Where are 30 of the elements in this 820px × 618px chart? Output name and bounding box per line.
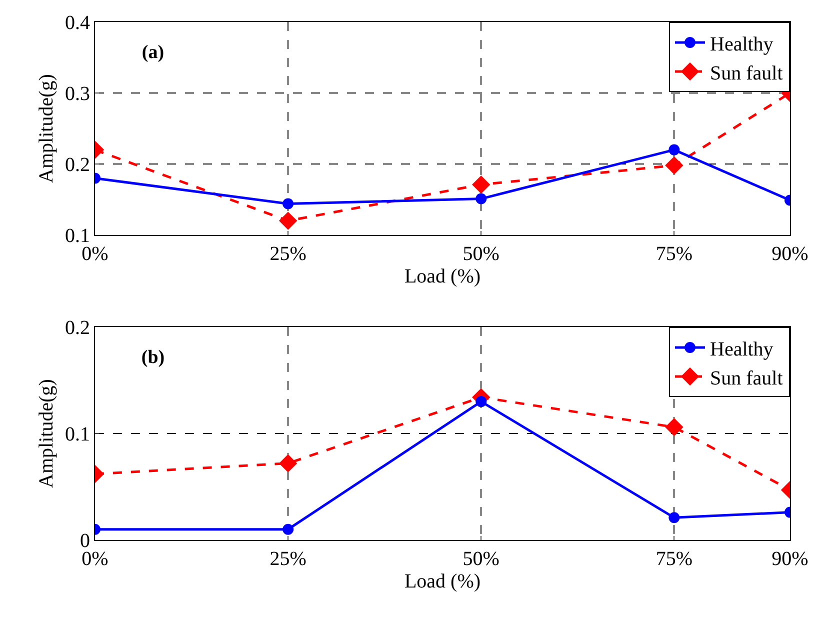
y-axis-title: Amplitude(g) <box>36 74 58 183</box>
x-tick-label: 75% <box>656 243 693 265</box>
x-tick-label: 90% <box>772 548 808 570</box>
annotation: (a) <box>142 42 164 63</box>
legend-label: Sun fault <box>710 367 784 390</box>
y-tick-label: 0.1 <box>65 424 90 446</box>
point <box>282 524 294 535</box>
y-tick-label: 0.2 <box>65 317 90 339</box>
point <box>278 212 298 230</box>
y-tick-label: 0.3 <box>65 83 90 105</box>
x-tick-label: 75% <box>656 548 693 570</box>
x-tick-label: 50% <box>462 548 500 570</box>
point <box>476 396 487 408</box>
y-tick-label: 0.2 <box>65 154 90 176</box>
x-tick-label: 90% <box>772 243 808 265</box>
y-axis-title: Amplitude(g) <box>36 379 58 488</box>
annotation: (b) <box>141 347 165 368</box>
x-axis-title: Load (%) <box>404 570 481 592</box>
legend-label: Sun fault <box>710 62 784 84</box>
x-tick-label: 50% <box>462 243 500 265</box>
legend-label: Healthy <box>710 33 774 56</box>
legend-label: Healthy <box>710 338 774 360</box>
point <box>282 198 294 210</box>
y-tick-label: 0.4 <box>65 12 90 34</box>
x-tick-label: 25% <box>270 243 306 265</box>
x-tick-label: 25% <box>270 548 306 570</box>
point <box>278 454 298 472</box>
x-axis-title: Load (%) <box>404 266 481 288</box>
point <box>476 193 487 204</box>
point <box>472 175 490 194</box>
